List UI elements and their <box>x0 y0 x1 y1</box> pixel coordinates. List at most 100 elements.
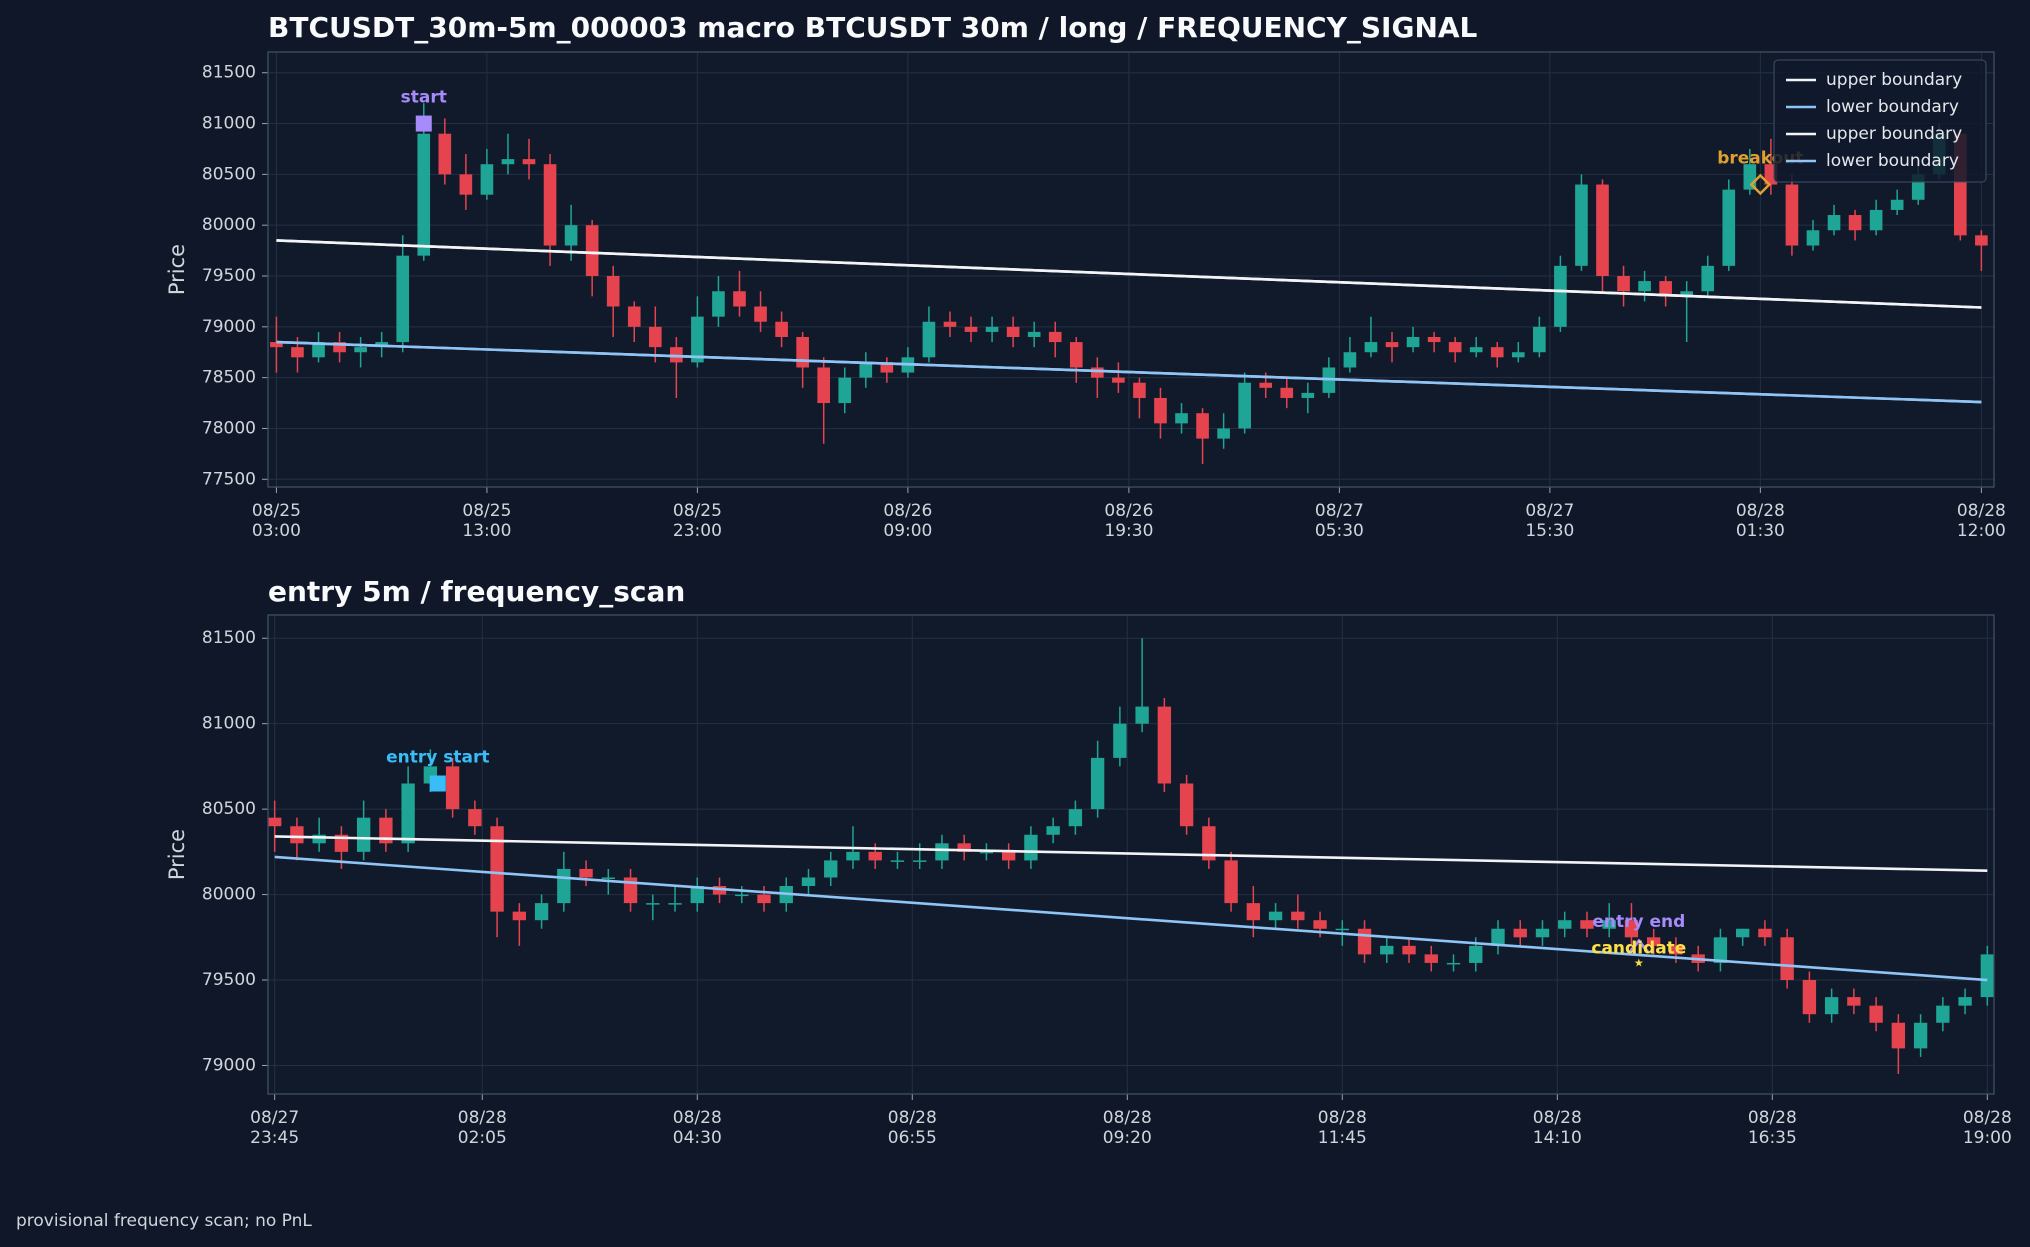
candle-body <box>401 783 415 844</box>
candle-body <box>985 326 999 332</box>
candle-body <box>270 342 283 348</box>
candle-body <box>1596 184 1609 277</box>
candle-body <box>1313 920 1327 929</box>
y-tick-label: 79000 <box>202 1055 256 1075</box>
candle-body <box>1068 809 1083 827</box>
x-tick-label: 06:55 <box>888 1128 937 1148</box>
candle-body <box>1048 331 1062 343</box>
candle-body <box>1869 209 1883 231</box>
candle-body <box>1975 235 1988 246</box>
x-tick-label: 19:00 <box>1963 1128 2012 1148</box>
candle-body <box>1936 1005 1950 1023</box>
candle-body <box>445 766 460 810</box>
x-tick-label: 08/28 <box>458 1108 507 1128</box>
candle-body <box>356 817 371 852</box>
candle-body <box>1301 392 1315 398</box>
y-tick-label: 81500 <box>202 628 256 648</box>
candle-body <box>557 868 571 904</box>
candle-body <box>1385 342 1399 348</box>
x-tick-label: 11:45 <box>1318 1128 1367 1148</box>
x-tick-label: 08/28 <box>1963 1108 2012 1128</box>
candle-body <box>817 367 831 404</box>
candle-body <box>1554 265 1567 327</box>
y-tick-label: 79500 <box>202 266 256 286</box>
candle-body <box>543 164 557 246</box>
x-tick-label: 08/28 <box>1103 1108 1152 1128</box>
candle-body <box>935 843 949 861</box>
candle-body <box>1217 428 1230 439</box>
candle-body <box>1647 937 1661 946</box>
candle-body <box>690 886 704 904</box>
candle-body <box>1669 945 1683 955</box>
y-tick-label: 78500 <box>202 368 256 388</box>
candle-body <box>627 306 641 327</box>
annotation-marker: ★ <box>1634 957 1644 970</box>
candle-body <box>1202 826 1216 861</box>
annotation-label: entry start <box>386 747 489 767</box>
candle-body <box>670 347 683 363</box>
candle-body <box>333 342 346 353</box>
annotation-marker <box>415 115 432 132</box>
candle-body <box>1448 342 1462 353</box>
candle-body <box>1364 342 1378 353</box>
candle-body <box>522 159 536 165</box>
x-tick-label: 01:30 <box>1736 521 1785 541</box>
candle-body <box>1402 945 1416 955</box>
candle-body <box>1558 920 1572 929</box>
candle-body <box>922 321 936 358</box>
y-tick-label: 81500 <box>202 63 256 83</box>
candle-body <box>712 291 725 317</box>
candle-body <box>1869 1005 1883 1023</box>
candle-body <box>1246 903 1261 921</box>
x-tick-label: 08/28 <box>1957 501 2006 521</box>
candle-body <box>1469 945 1483 963</box>
legend-label: lower boundary <box>1826 151 1959 171</box>
candle-body <box>824 860 838 878</box>
candle-body <box>606 276 620 307</box>
x-tick-label: 02:05 <box>458 1128 507 1148</box>
candle-body <box>735 894 749 897</box>
x-tick-label: 08/28 <box>1736 501 1785 521</box>
x-tick-label: 08/26 <box>1104 501 1153 521</box>
x-tick-label: 09:00 <box>883 521 932 541</box>
x-tick-label: 08/25 <box>462 501 511 521</box>
candle-body <box>1827 215 1841 231</box>
candle-body <box>1157 706 1172 784</box>
candle-body <box>1179 783 1194 827</box>
y-axis-label: Price <box>165 829 189 880</box>
x-tick-label: 13:00 <box>462 521 511 541</box>
candle-body <box>846 851 860 861</box>
candle-body <box>268 817 282 827</box>
candle-body <box>1802 980 1817 1015</box>
y-tick-label: 79500 <box>202 970 256 990</box>
x-tick-label: 12:00 <box>1957 521 2006 541</box>
candle-body <box>838 377 852 404</box>
candle-body <box>754 306 767 322</box>
candle-body <box>1343 352 1357 368</box>
candle-body <box>1891 1022 1906 1049</box>
candle-body <box>1024 834 1038 861</box>
candle-body <box>1224 860 1238 904</box>
legend-label: lower boundary <box>1826 97 1959 117</box>
candle-body <box>1238 382 1251 429</box>
candle-body <box>501 159 515 165</box>
y-tick-label: 79000 <box>202 317 256 337</box>
candle-body <box>646 903 660 905</box>
candle-body <box>1446 962 1461 965</box>
x-tick-label: 08/26 <box>883 501 932 521</box>
candle-body <box>868 851 882 861</box>
candle-body <box>379 817 393 844</box>
candle-body <box>1424 954 1438 963</box>
candle-body <box>1617 276 1630 292</box>
y-tick-label: 78000 <box>202 418 256 438</box>
candle-body <box>1890 199 1904 210</box>
candle-body <box>957 843 971 852</box>
x-tick-label: 08/28 <box>1533 1108 1582 1128</box>
candle-body <box>1154 397 1167 424</box>
candle-body <box>712 886 727 895</box>
candle-body <box>1380 945 1394 955</box>
candle-body <box>757 894 771 904</box>
candle-body <box>648 326 662 348</box>
candle-body <box>1259 382 1273 388</box>
x-tick-label: 08/28 <box>1748 1108 1797 1128</box>
